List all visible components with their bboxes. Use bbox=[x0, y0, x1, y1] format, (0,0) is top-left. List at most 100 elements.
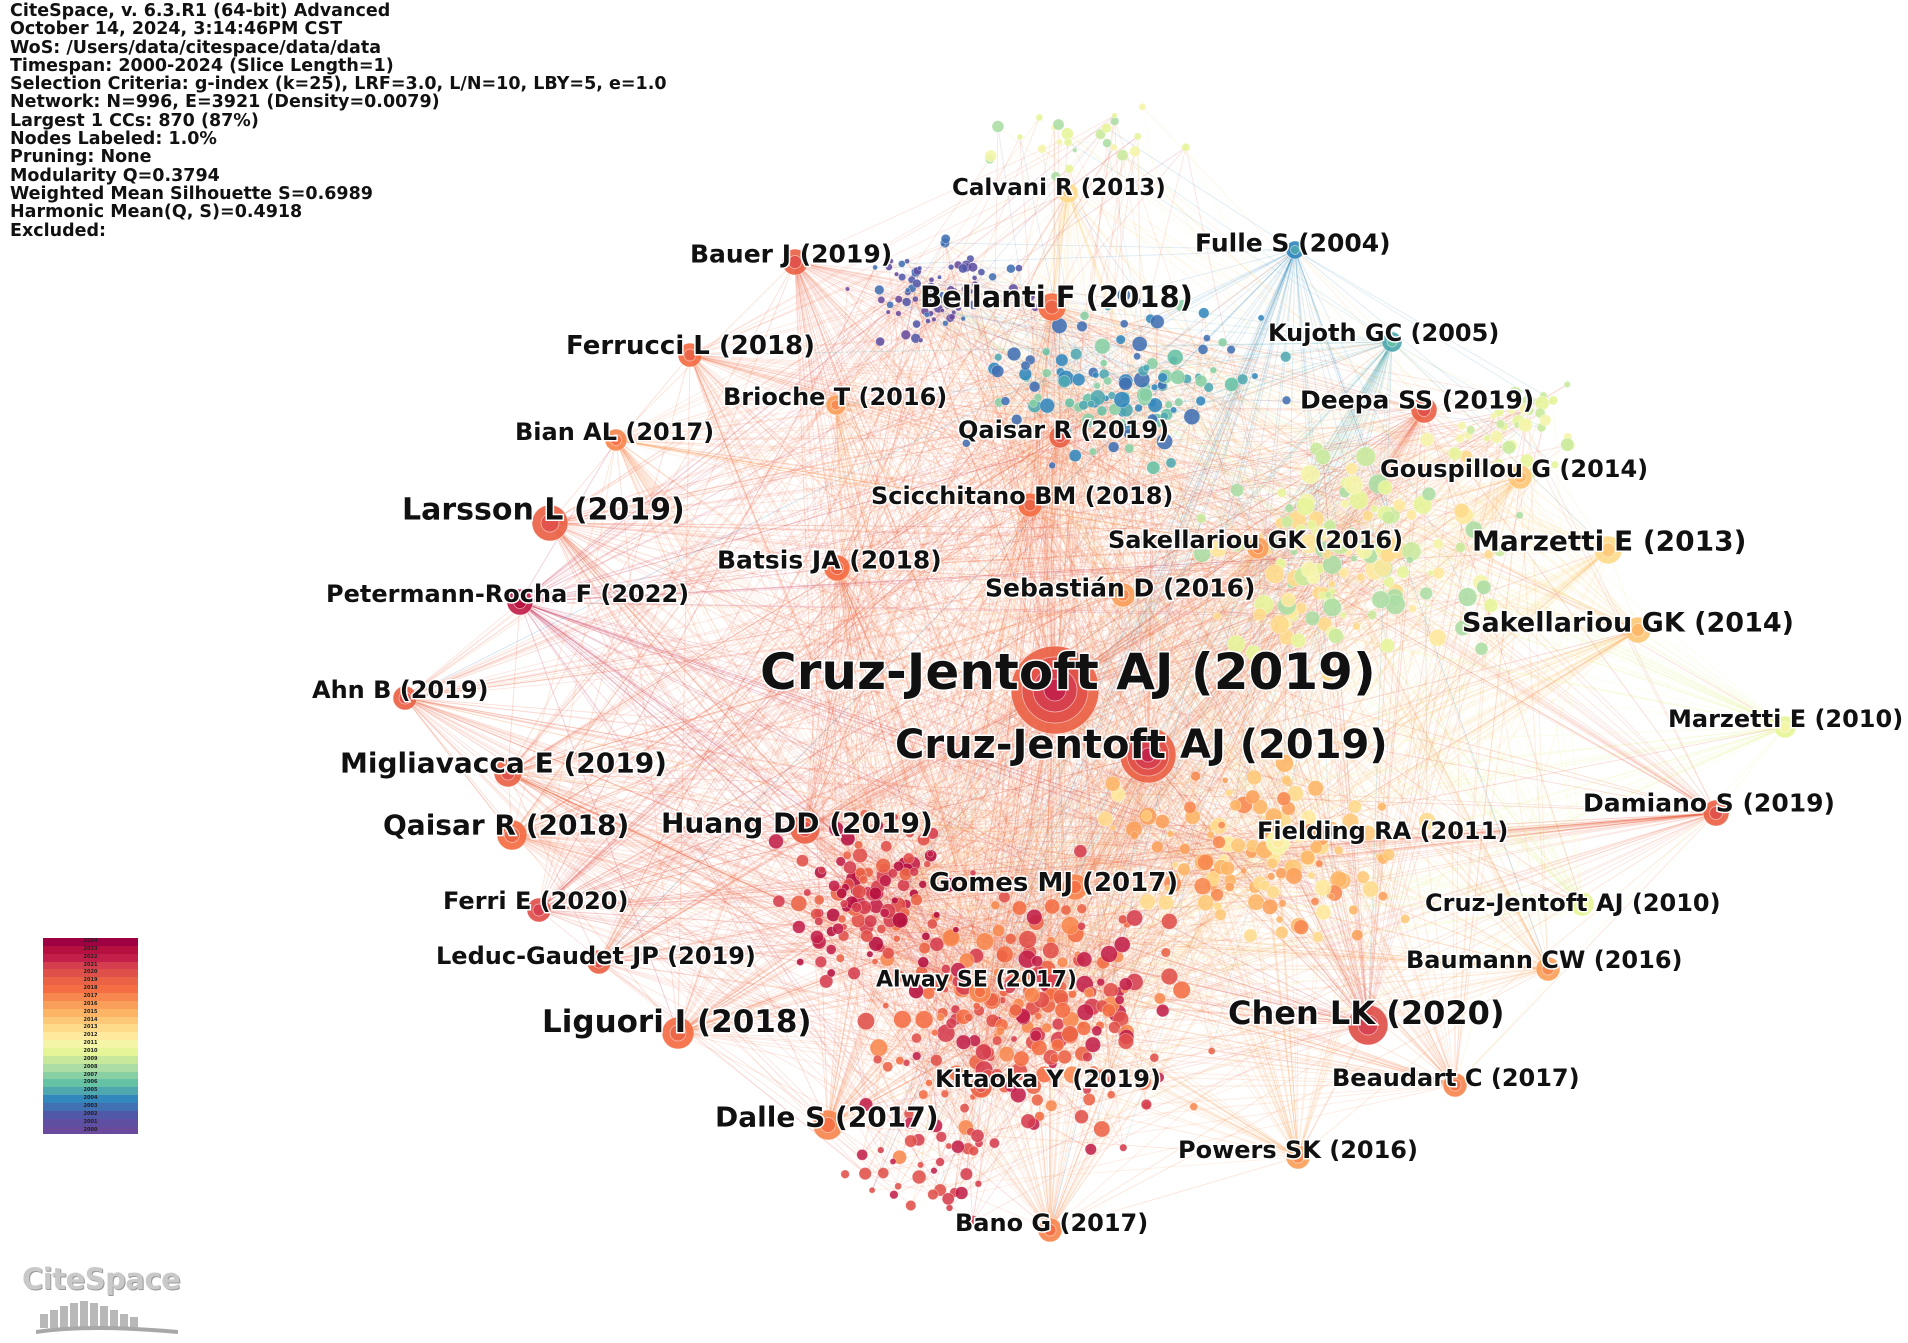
citation-link bbox=[836, 567, 1325, 593]
citation-link bbox=[836, 537, 1260, 569]
reference-node bbox=[898, 273, 907, 282]
reference-node bbox=[835, 953, 845, 963]
citation-link bbox=[835, 404, 1239, 846]
citation-link bbox=[549, 522, 777, 842]
citation-link bbox=[1086, 1024, 1369, 1091]
citation-link bbox=[860, 854, 1076, 888]
citation-link bbox=[836, 567, 1067, 911]
info-line: Timespan: 2000-2024 (Slice Length=1) bbox=[10, 55, 394, 76]
citation-link bbox=[549, 399, 1554, 524]
citation-link bbox=[979, 436, 1497, 993]
citation-link bbox=[1294, 249, 1556, 466]
citation-link bbox=[598, 542, 1294, 963]
citation-link bbox=[794, 261, 1066, 432]
citation-link bbox=[1206, 249, 1296, 339]
citation-link bbox=[857, 549, 1609, 903]
citation-link bbox=[404, 697, 866, 1174]
citation-link bbox=[1174, 356, 1786, 728]
citation-link bbox=[1054, 689, 1073, 995]
citation-link bbox=[689, 354, 1167, 903]
citation-link bbox=[835, 117, 1040, 406]
reference-node bbox=[1129, 145, 1141, 158]
citation-link bbox=[979, 121, 1116, 993]
citation-link bbox=[538, 294, 1125, 911]
citation-link bbox=[1147, 312, 1205, 756]
citation-link bbox=[404, 697, 841, 959]
citation-link bbox=[1029, 406, 1036, 506]
citation-link bbox=[1286, 341, 1393, 523]
citation-link bbox=[1312, 577, 1369, 1026]
citation-link bbox=[874, 754, 1149, 962]
citation-link bbox=[804, 283, 918, 830]
reference-node bbox=[1217, 821, 1226, 829]
citation-link bbox=[507, 614, 1344, 774]
citation-link bbox=[598, 936, 1318, 963]
citation-link bbox=[1081, 925, 1549, 970]
reference-node bbox=[1276, 791, 1292, 806]
citation-link bbox=[689, 354, 1106, 820]
citation-link bbox=[549, 522, 884, 1174]
citation-link bbox=[538, 386, 1155, 911]
citation-link bbox=[598, 484, 1354, 963]
citation-link bbox=[804, 318, 964, 830]
reference-node bbox=[1088, 447, 1097, 456]
citation-link bbox=[937, 301, 1149, 756]
citation-link bbox=[615, 439, 1274, 545]
citation-link bbox=[974, 283, 1583, 905]
reference-node bbox=[1224, 881, 1235, 892]
citation-link bbox=[1029, 504, 1219, 907]
citation-link bbox=[1067, 192, 1390, 855]
citation-link bbox=[1125, 381, 1279, 843]
citation-link bbox=[1122, 594, 1313, 619]
citation-link bbox=[1054, 689, 1098, 1031]
citation-link bbox=[1122, 594, 1255, 778]
node-label: Liguori I (2018) bbox=[542, 1004, 812, 1040]
citation-link bbox=[511, 834, 839, 930]
citation-link bbox=[1402, 571, 1639, 631]
reference-node bbox=[847, 966, 861, 980]
citation-link bbox=[404, 514, 1392, 699]
reference-node bbox=[1183, 801, 1197, 814]
citation-link bbox=[804, 453, 1456, 830]
node-label: Marzetti E (2013) bbox=[1472, 525, 1746, 558]
citation-link bbox=[519, 601, 949, 1200]
citation-link bbox=[404, 697, 886, 882]
citation-link bbox=[835, 404, 980, 1011]
citation-link bbox=[1174, 357, 1259, 549]
citation-link bbox=[1064, 754, 1149, 1058]
citation-link bbox=[1518, 421, 1609, 551]
citation-link bbox=[1029, 504, 1155, 1058]
reference-node bbox=[1419, 432, 1435, 447]
citation-link bbox=[961, 436, 1061, 990]
reference-node bbox=[1029, 398, 1038, 408]
citation-link bbox=[519, 601, 1324, 889]
reference-node bbox=[911, 1169, 927, 1185]
citation-link bbox=[1046, 341, 1393, 1029]
citation-link bbox=[549, 522, 975, 1152]
citation-link bbox=[404, 399, 1123, 699]
citation-link bbox=[689, 354, 1414, 609]
citation-link bbox=[1162, 249, 1296, 1011]
citation-link bbox=[538, 909, 1102, 1130]
citation-link bbox=[538, 154, 1123, 911]
citation-link bbox=[945, 689, 1056, 970]
citation-link bbox=[1067, 192, 1501, 425]
citation-link bbox=[1117, 903, 1583, 1014]
reference-node bbox=[945, 1017, 958, 1029]
node-label: Dalle S (2017) bbox=[715, 1101, 939, 1134]
citation-link bbox=[519, 553, 1368, 603]
citation-link bbox=[894, 409, 1425, 818]
citation-link bbox=[511, 834, 952, 938]
citation-link bbox=[1390, 409, 1425, 516]
reference-node bbox=[990, 900, 1001, 911]
citation-link bbox=[874, 267, 1076, 888]
citation-link bbox=[979, 307, 1036, 993]
citation-link bbox=[896, 938, 1549, 970]
citation-link bbox=[1050, 341, 1393, 942]
citation-link bbox=[903, 409, 1425, 886]
citation-link bbox=[1108, 754, 1149, 1011]
reference-node bbox=[1236, 373, 1249, 385]
citation-link bbox=[1137, 136, 1583, 905]
citation-link bbox=[511, 834, 1020, 980]
citation-link bbox=[794, 261, 1280, 625]
